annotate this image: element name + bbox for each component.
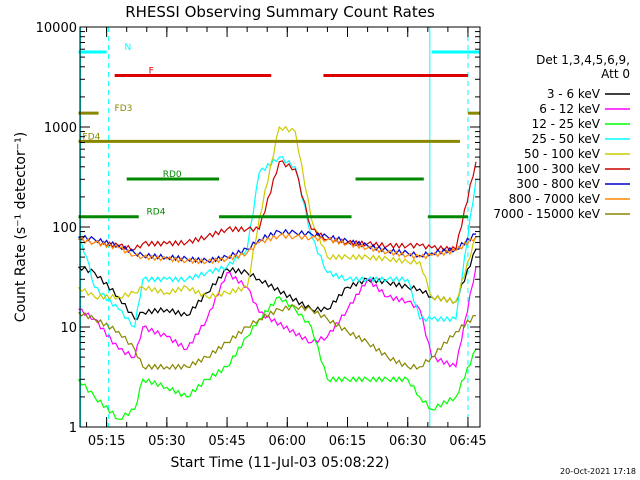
y-axis-title: Count Rate (s⁻¹ detector⁻¹) — [13, 132, 29, 322]
legend-label-300-800-kev: 300 - 800 keV — [516, 177, 600, 191]
x-tick-label-06:15: 06:15 — [329, 434, 366, 449]
series-line-25-50-kev — [77, 156, 477, 328]
x-axis-title: Start Time (11-Jul-03 05:08:22) — [170, 455, 389, 471]
data-layer: N F FD3 FD4 RD0 RD4 — [77, 27, 480, 427]
flag-label-n: N — [125, 43, 132, 53]
flag-label-rd0: RD0 — [163, 170, 182, 180]
y-tick-label-1: 1 — [69, 421, 77, 436]
series-line-6-12-kev — [78, 266, 477, 369]
legend-label-6-12-kev: 6 - 12 keV — [539, 102, 601, 116]
y-tick-label-1000: 1000 — [44, 121, 77, 136]
series-line-50-100-kev — [78, 125, 477, 304]
legend-label-800-7000-kev: 800 - 7000 keV — [509, 192, 601, 206]
legend-label-25-50-kev: 25 - 50 keV — [532, 132, 601, 146]
series-line-12-25-kev — [77, 296, 477, 420]
legend-label-7000-15000-kev: 7000 - 15000 keV — [493, 207, 600, 221]
x-tick-label-05:30: 05:30 — [148, 434, 185, 449]
x-tick-label-05:45: 05:45 — [208, 434, 245, 449]
legend-header-line-1: Det 1,3,4,5,6,9, — [536, 53, 630, 67]
flag-label-rd4: RD4 — [147, 208, 166, 218]
legend-label-3-6-kev: 3 - 6 keV — [547, 87, 601, 101]
series-line-800-7000-kev — [78, 232, 477, 265]
legend-label-50-100-kev: 50 - 100 keV — [524, 147, 601, 161]
series-line-7000-15000-kev — [78, 304, 477, 371]
axis-layer: 1 10 100 1000 10000 05:15 05:30 05:45 06:00 06:15… — [36, 21, 487, 449]
x-tick-label-06:45: 06:45 — [449, 434, 486, 449]
legend-label-12-25-kev: 12 - 25 keV — [532, 117, 601, 131]
legend-label-100-300-kev: 100 - 300 keV — [516, 162, 600, 176]
x-tick-label-06:00: 06:00 — [269, 434, 306, 449]
y-tick-label-10000: 10000 — [36, 21, 77, 36]
chart-title: RHESSI Observing Summary Count Rates — [125, 3, 435, 21]
series-line-100-300-kev — [78, 160, 477, 253]
x-tick-label-05:15: 05:15 — [88, 434, 125, 449]
legend-header-line-2: Att 0 — [601, 67, 630, 81]
y-tick-label-100: 100 — [52, 221, 77, 236]
flag-label-f: F — [149, 67, 154, 77]
series-line-3-6-kev — [78, 248, 477, 320]
flag-label-fd3: FD3 — [115, 104, 133, 114]
flag-label-fd4: FD4 — [83, 132, 101, 142]
y-tick-label-10: 10 — [60, 321, 77, 336]
footer-date: 20-Oct-2021 17:18 — [560, 467, 636, 476]
x-tick-label-06:30: 06:30 — [389, 434, 426, 449]
